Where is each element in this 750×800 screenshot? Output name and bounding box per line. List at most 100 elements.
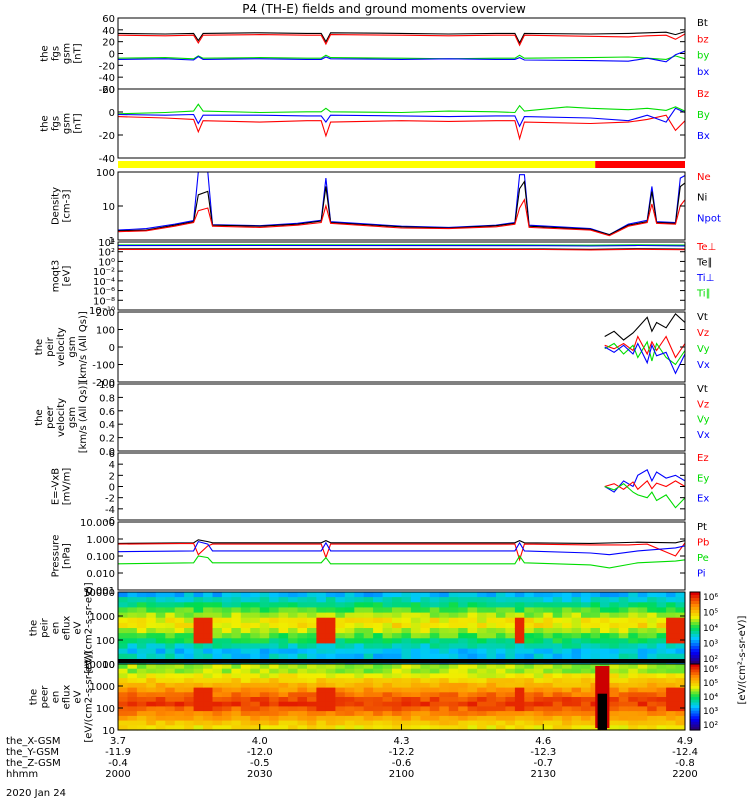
spectrogram-cell <box>259 653 270 660</box>
spectrogram-cell <box>496 701 506 707</box>
spectrogram-cell <box>448 612 459 619</box>
spectrogram-cell <box>628 597 639 603</box>
spectrogram-cell <box>628 628 639 634</box>
spectrogram-cell <box>514 678 525 684</box>
spectrogram-cell <box>269 668 280 674</box>
spectrogram-cell <box>410 678 421 684</box>
spectrogram-cell <box>269 678 280 684</box>
spectrogram-cell <box>410 628 421 634</box>
spectrogram-cell <box>344 682 355 689</box>
legend-entry: Vt <box>697 384 708 395</box>
spectrogram-cell <box>288 673 299 679</box>
spectrogram-cell <box>439 715 450 722</box>
spectrogram-cell <box>250 687 261 693</box>
spectrogram-cell <box>136 622 147 629</box>
spectrogram-cell <box>562 664 573 670</box>
spectrogram-cell <box>571 725 582 731</box>
spectrogram-cell <box>458 668 469 674</box>
spectrogram-cell <box>628 715 639 722</box>
spectrogram-cell <box>401 633 412 639</box>
spectrogram-cell <box>127 617 138 624</box>
spectrogram-cell <box>647 715 658 722</box>
spectrogram-cell <box>193 673 204 679</box>
spectrogram-cell <box>429 697 440 703</box>
spectrogram-cell <box>458 617 469 624</box>
spectrogram-cell <box>562 687 573 693</box>
spectrogram-cell <box>647 648 658 655</box>
spectrogram-cell <box>429 725 440 731</box>
spectrogram-cell <box>259 597 270 603</box>
spectrogram-cell <box>240 592 251 598</box>
spectrogram-cell <box>448 653 459 660</box>
x-tick-label: 2000 <box>105 769 130 780</box>
spectrogram-cell <box>590 638 601 644</box>
y-axis-label-line: Pressure <box>51 535 62 578</box>
y-axis-label-line: [km/s (All Qs)] <box>78 382 89 454</box>
colorbar-cell <box>690 724 700 728</box>
y-tick-label: 1.0 <box>99 380 115 391</box>
spectrogram-cell <box>146 668 157 674</box>
spectrogram-cell <box>439 602 450 608</box>
spectrogram-cell <box>240 617 251 624</box>
legend-entry: Pt <box>697 522 707 533</box>
spectrogram-cell <box>363 725 374 731</box>
spectrogram-cell <box>571 664 582 670</box>
series-line <box>604 335 686 359</box>
spectrogram-cell <box>467 643 478 650</box>
spectrogram-cell <box>401 597 412 603</box>
spectrogram-cell <box>335 602 346 608</box>
spectrogram-cell <box>269 617 280 624</box>
spectrogram-cell <box>618 597 629 603</box>
spectrogram-cell <box>552 711 563 717</box>
spectrogram-cell <box>477 687 488 693</box>
spectrogram-cell <box>439 592 450 598</box>
spectrogram-cell <box>221 673 232 679</box>
legend-entry: Ne <box>697 172 711 183</box>
spectrogram-cell <box>297 643 308 650</box>
spectrogram-cell <box>250 612 261 619</box>
spectrogram-cell <box>533 592 544 598</box>
x-tick-label: -12.3 <box>530 747 556 758</box>
legend-entry: Vy <box>697 344 710 355</box>
spectrogram-cell <box>429 592 440 598</box>
spectrogram-cell <box>203 612 214 619</box>
spectrogram-cell <box>297 633 308 639</box>
spectrogram-cell <box>458 711 469 717</box>
spectrogram-cell <box>259 720 270 726</box>
spectrogram-cell <box>609 701 620 707</box>
spectrogram-cell <box>609 673 620 679</box>
spectrogram-cell <box>354 612 365 619</box>
spectrogram-cell <box>363 692 374 698</box>
y-tick-label: 0.001 <box>86 586 115 597</box>
spectrogram-cell <box>136 715 147 722</box>
spectrogram-cell <box>184 653 195 660</box>
spectrogram-cell <box>410 617 421 624</box>
spectrogram-cell <box>165 687 176 693</box>
spectrogram-cell <box>136 678 147 684</box>
spectrogram-cell <box>165 720 176 726</box>
spectrogram-cell <box>231 682 242 689</box>
spectrogram-cell <box>609 668 620 674</box>
spectrogram-cell <box>429 715 440 722</box>
spectrogram-cell <box>203 638 214 644</box>
colorbar-label: [eV/(cm²-s-sr-eV)] <box>737 615 748 704</box>
spectrogram-cell <box>505 673 516 679</box>
spectrogram-cell <box>174 678 185 684</box>
spectrogram-cell <box>609 711 620 717</box>
series-line <box>117 50 686 63</box>
spectrogram-cell <box>354 653 365 660</box>
spectrogram-cell <box>184 648 195 655</box>
spectrogram-cell <box>496 638 506 644</box>
spectrogram-cell <box>439 682 450 689</box>
spectrogram-cell <box>382 668 393 674</box>
spectrogram-cell <box>221 687 232 693</box>
spectrogram-cell <box>325 602 336 608</box>
spectrogram-cell <box>505 633 516 639</box>
y-tick-label: -4 <box>105 505 115 516</box>
legend-entry: Ti∥ <box>696 289 711 300</box>
spectrogram-cell <box>401 725 412 731</box>
spectrogram-cell <box>477 612 488 619</box>
spectrogram-cell <box>165 622 176 629</box>
series-line <box>117 198 686 237</box>
spectrogram-cell <box>618 602 629 608</box>
